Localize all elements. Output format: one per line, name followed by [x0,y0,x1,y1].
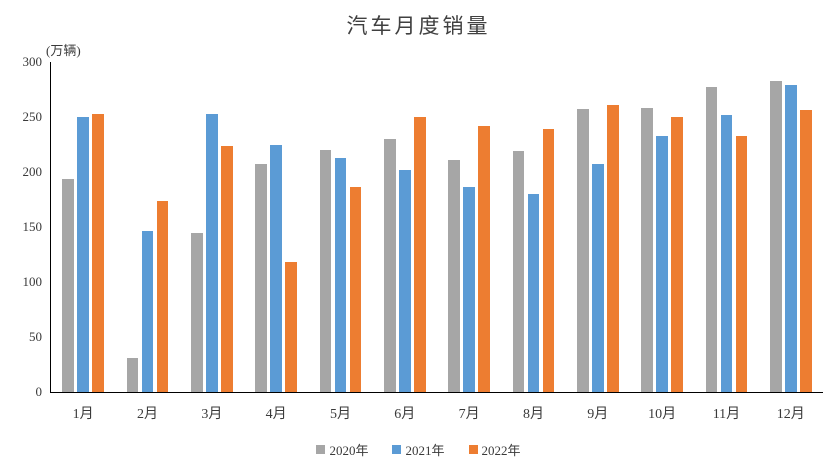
y-tick-label-250: 250 [22,109,43,124]
bar-2022-m1 [92,113,104,392]
bar-group-11 [694,62,758,392]
bar-group-4 [244,62,308,392]
bar-2022-m9 [607,104,619,392]
bar-group-8 [501,62,565,392]
y-axis-line [50,62,51,392]
bar-2022-m8 [542,129,555,392]
x-label-m10: 10月 [648,407,677,422]
x-label-m7: 7月 [458,407,480,422]
bar-2020-m7 [448,159,460,392]
bar-2020-m8 [512,151,525,392]
x-label-m5: 5月 [329,407,351,422]
x-axis-labels: 1月 2月 3月 4月 5月 6月 7月 8月 9月 10月 11月 12月 [51,403,823,423]
bar-2021-m1 [77,117,89,392]
bar-2022-m10 [671,117,683,392]
bar-2020-m4 [255,164,267,392]
bar-2021-m4 [270,144,282,392]
bar-group-7 [437,62,501,392]
bar-2022-m4 [285,262,297,392]
bar-2020-m5 [319,150,332,392]
legend-label: 2021年 [405,443,445,458]
y-tick-label-200: 200 [22,164,43,179]
chart-title: 汽车月度销量 [346,14,491,38]
bar-group-9 [566,62,630,392]
x-label-m6: 6月 [394,407,416,422]
bar-group-12 [759,62,823,392]
bar-2020-m2 [126,357,139,392]
bar-group-2 [115,62,179,392]
legend-swatch-icon [468,445,478,454]
x-label-m11: 11月 [712,407,741,422]
bar-2021-m6 [399,169,411,392]
bar-2020-m11 [705,87,718,392]
bar-group-10 [630,62,694,392]
bar-2021-m7 [463,187,475,392]
bar-2021-m8 [527,194,540,392]
bar-2020-m10 [641,108,653,392]
bar-2022-m6 [414,117,426,392]
legend-swatch-icon [392,445,402,454]
x-axis-line [50,392,823,393]
bar-group-5 [308,62,372,392]
x-label-m9: 9月 [587,407,609,422]
bar-2022-m5 [349,187,362,392]
y-tick-label-100: 100 [22,274,43,289]
bar-2021-m9 [592,164,604,392]
legend: 2020年 2021年 2022年 [0,440,837,459]
bar-2021-m10 [656,135,668,392]
bar-2021-m12 [785,85,797,392]
bar-2022-m2 [156,200,169,392]
legend-swatch-icon [316,445,326,454]
x-label-m3: 3月 [201,407,223,422]
bar-2022-m11 [735,135,748,392]
bar-2022-m12 [800,110,812,392]
x-label-m4: 4月 [265,407,287,422]
bar-2021-m2 [141,231,154,392]
bar-group-1 [51,62,115,392]
y-tick-label-150: 150 [22,219,43,234]
legend-label: 2022年 [481,443,521,458]
bar-2021-m3 [206,113,218,392]
y-axis-unit-label: (万辆) [46,43,81,58]
y-tick-label-50: 50 [29,329,42,344]
plot-area [51,62,823,392]
bar-2021-m5 [334,157,347,392]
bar-2020-m12 [770,80,782,392]
bar-2020-m1 [62,178,74,392]
legend-item-2021: 2021年 [392,440,445,459]
y-tick-label-0: 0 [35,384,43,399]
legend-label: 2020年 [329,443,369,458]
x-label-m12: 12月 [776,407,805,422]
bar-2022-m7 [478,125,490,392]
x-label-m2: 2月 [136,407,158,422]
bar-2022-m3 [221,145,233,392]
bar-2020-m9 [577,109,589,392]
legend-item-2020: 2020年 [316,440,368,459]
x-label-m1: 1月 [72,407,94,422]
legend-item-2022: 2022年 [468,440,521,459]
x-label-m8: 8月 [522,407,544,422]
bar-2021-m11 [720,114,733,392]
bar-group-6 [373,62,437,392]
bar-group-3 [180,62,244,392]
bar-2020-m6 [384,139,396,392]
y-tick-label-300: 300 [22,54,43,69]
bar-2020-m3 [191,232,203,392]
